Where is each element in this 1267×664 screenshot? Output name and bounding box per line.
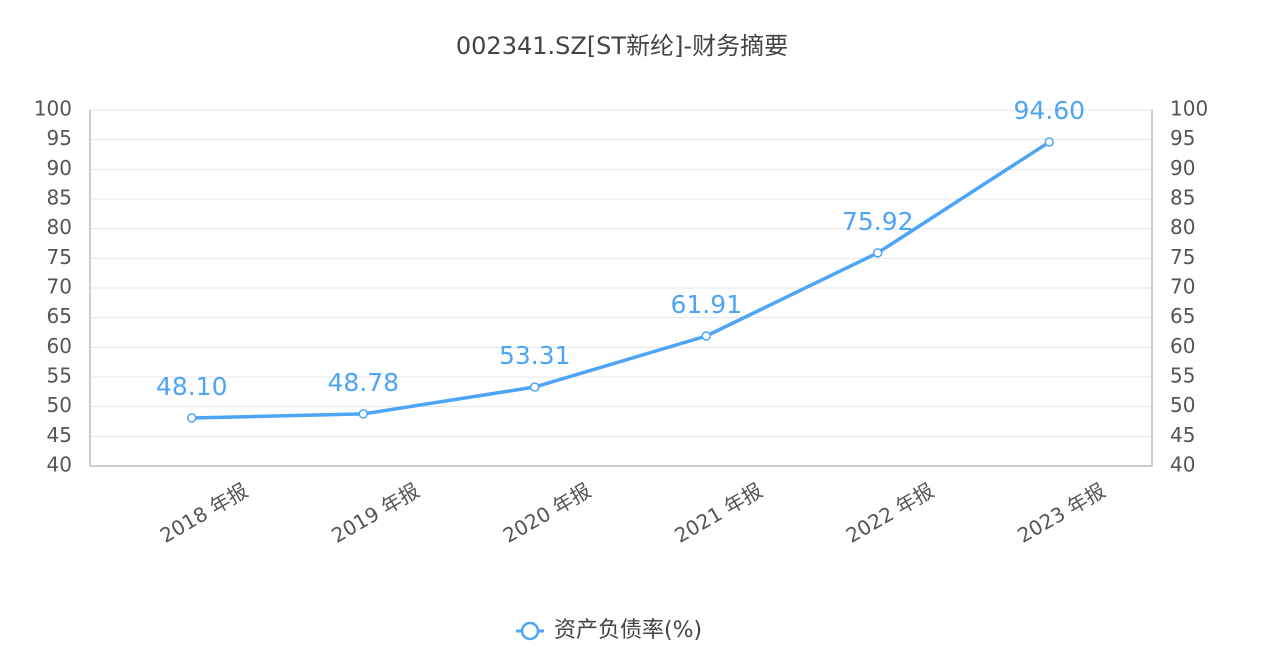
value-label: 94.60 (1013, 96, 1085, 125)
x-tick-label: 2021 年报 (670, 478, 766, 547)
line (191, 140, 1051, 420)
value-label: 61.91 (670, 290, 742, 319)
y-tick-label: 90 (47, 156, 72, 180)
point (530, 382, 540, 392)
y-tick-label: 55 (47, 364, 72, 388)
y-tick-label: 100 (34, 97, 72, 121)
chart-title: 002341.SZ[ST新纶]-财务摘要 (456, 32, 788, 60)
x-tick-label: 2023 年报 (1013, 478, 1109, 547)
legend-symbol (520, 621, 540, 641)
value-label: 48.10 (156, 372, 228, 401)
point (358, 409, 368, 419)
y2-tick-label: 55 (1170, 364, 1195, 388)
x-tick-label: 2018 年报 (156, 478, 252, 547)
y-tick-label: 65 (47, 304, 72, 328)
point (701, 331, 711, 341)
y2-tick-label: 65 (1170, 304, 1195, 328)
value-label: 53.31 (499, 341, 571, 370)
y-tick-label: 80 (47, 215, 72, 239)
y2-tick-label: 100 (1170, 97, 1208, 121)
y2-tick-label: 40 (1170, 453, 1195, 477)
x-tick-label: 2022 年报 (842, 478, 938, 547)
y-tick-label: 45 (47, 423, 72, 447)
point (1044, 137, 1054, 147)
y-tick-label: 95 (47, 126, 72, 150)
y-tick-label: 40 (47, 453, 72, 477)
y-tick-label: 60 (47, 334, 72, 358)
y-tick-label: 75 (47, 245, 72, 269)
y2-tick-label: 90 (1170, 156, 1195, 180)
value-label: 75.92 (842, 207, 914, 236)
legend-label: 资产负债率(%) (554, 618, 702, 643)
y-tick-label: 85 (47, 186, 72, 210)
y2-tick-label: 75 (1170, 245, 1195, 269)
y-tick-label: 70 (47, 275, 72, 299)
point (873, 248, 883, 258)
x-tick-label: 2020 年报 (499, 478, 595, 547)
point (187, 413, 197, 423)
y-tick-label: 50 (47, 393, 72, 417)
y2-tick-label: 45 (1170, 423, 1195, 447)
y2-tick-label: 85 (1170, 186, 1195, 210)
y2-tick-label: 50 (1170, 393, 1195, 417)
y2-tick-label: 95 (1170, 126, 1195, 150)
y2-tick-label: 80 (1170, 215, 1195, 239)
value-label: 48.78 (327, 368, 399, 397)
x-tick-label: 2019 年报 (327, 478, 423, 547)
y2-tick-label: 60 (1170, 334, 1195, 358)
y2-tick-label: 70 (1170, 275, 1195, 299)
